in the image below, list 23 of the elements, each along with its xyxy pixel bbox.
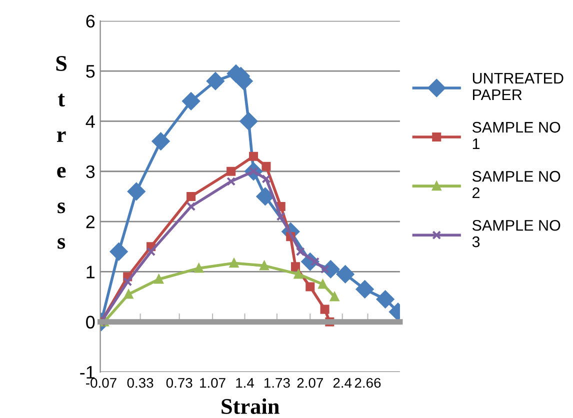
x-tick-label: 1.07 <box>200 378 226 388</box>
legend-label: UNTREATED PAPER <box>472 73 564 100</box>
x-tick-label: 1.4 <box>236 378 254 388</box>
y-tick-label: 5 <box>86 65 95 78</box>
y-tick-label: 3 <box>86 165 95 178</box>
y-tick-label: -1 <box>80 366 95 379</box>
x-tick-label: 2.07 <box>297 378 323 388</box>
x-tick-label: 2.66 <box>354 378 381 388</box>
y-tick-label: 6 <box>86 14 95 28</box>
x-tick-label: 1.73 <box>264 378 290 388</box>
x-tick-label: 2.4 <box>333 378 352 388</box>
x-tick-label: -0.07 <box>86 378 116 388</box>
y-tick-label: 0 <box>86 316 95 329</box>
y-tick-label: 4 <box>86 115 95 128</box>
y-axis-title: Stress <box>56 56 67 249</box>
legend-label: SAMPLE NO 2 <box>472 170 560 198</box>
y-tick-label: 1 <box>86 266 95 278</box>
x-axis-title: Strain <box>222 398 280 414</box>
x-tick-label: 0.33 <box>127 378 154 388</box>
y-tick-label: 2 <box>86 215 95 228</box>
legend-label: SAMPLE NO 3 <box>472 220 560 248</box>
x-tick-label: 0.73 <box>166 378 192 388</box>
legend-label: SAMPLE NO 1 <box>472 122 560 150</box>
